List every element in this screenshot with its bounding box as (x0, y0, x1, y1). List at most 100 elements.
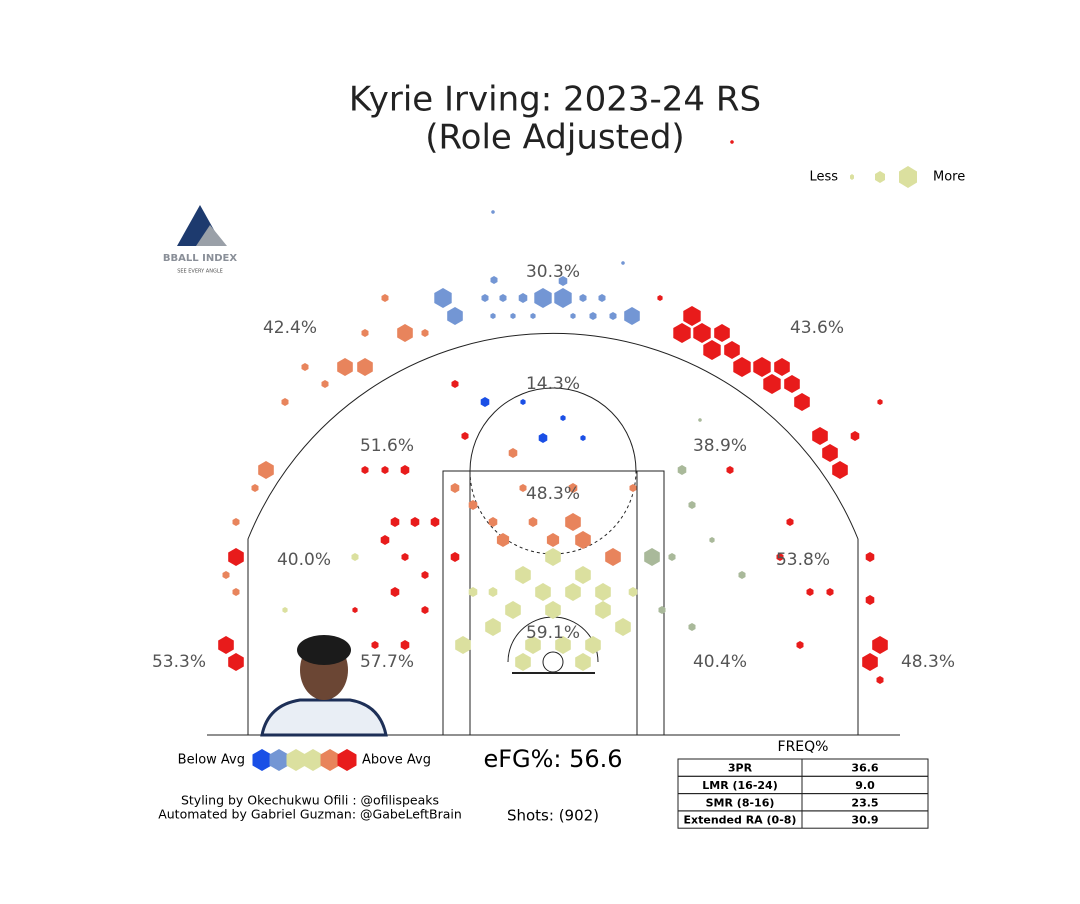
title: Kyrie Irving: 2023-24 RS (349, 80, 761, 120)
shot-hex (677, 465, 687, 475)
credit: Styling by Okechukwu Ofili : @ofilispeak… (181, 793, 439, 808)
size-legend-less: Less (809, 170, 838, 185)
subtitle: (Role Adjusted) (425, 118, 684, 158)
shot-hex (430, 517, 440, 527)
color-legend-hex (337, 749, 357, 771)
color-legend-hex (303, 749, 323, 771)
shot-hex (657, 295, 663, 301)
shot-hex (488, 587, 498, 597)
shot-hex (357, 358, 373, 376)
shot-hex (872, 636, 888, 654)
shot-hex (763, 374, 781, 394)
shot-hex (698, 418, 702, 422)
shot-hex (560, 415, 566, 421)
shot-hex (361, 329, 369, 337)
shot-hex (832, 461, 848, 479)
color-legend-hex (320, 749, 340, 771)
shot-hex (794, 393, 810, 411)
shot-hex (490, 276, 498, 284)
zone-label: 40.0% (277, 550, 331, 570)
shot-hex (390, 517, 400, 527)
color-legend (252, 749, 357, 771)
zone-label: 51.6% (360, 436, 414, 456)
shot-hex (468, 500, 478, 510)
hoop (542, 651, 564, 673)
shot-hex (228, 653, 244, 671)
color-legend-hex (252, 749, 272, 771)
zone-label: 43.6% (790, 318, 844, 338)
table-row (677, 758, 929, 777)
shot-hex (668, 553, 676, 561)
logo-name: BBALL INDEX (163, 253, 237, 264)
size-hex (850, 174, 854, 180)
shot-hex (421, 329, 429, 337)
three-point-line (247, 332, 859, 735)
shot-hex (510, 313, 516, 319)
zone-label: 53.8% (776, 550, 830, 570)
size-hex (875, 171, 885, 183)
shot-hex (400, 465, 410, 475)
shot-hex (410, 517, 420, 527)
table-cell: 23.5 (851, 796, 878, 809)
shot-hex (615, 618, 631, 636)
shot-hex (876, 676, 884, 684)
shot-hex (554, 288, 572, 308)
shot-hex (421, 571, 429, 579)
shot-hex (232, 518, 240, 526)
shot-hex (585, 636, 601, 654)
table-cell: SMR (8-16) (706, 796, 775, 809)
shot-hex (724, 341, 740, 359)
shot-hex (381, 294, 389, 302)
shot-hex (658, 606, 666, 614)
shot-hex (496, 533, 510, 547)
table-cell: Extended RA (0-8) (684, 814, 797, 827)
zone-label: 38.9% (693, 436, 747, 456)
shot-hex (461, 432, 469, 440)
shot-hex (568, 483, 578, 493)
zone-label: 59.1% (526, 623, 580, 643)
shot-hex (351, 553, 359, 561)
freq-table: 3PR 36.6 LMR (16-24) 9.0 SMR (8-16) 23.5 Exten… (677, 758, 929, 829)
shot-hex (826, 588, 834, 596)
table-cell: 36.6 (851, 762, 878, 775)
shot-hex (545, 601, 561, 619)
table-cell: 9.0 (855, 779, 875, 792)
shot-hex (595, 601, 611, 619)
color-legend-hex (269, 749, 289, 771)
shot-hex (218, 636, 234, 654)
shot-hex (534, 288, 552, 308)
hex-layer (218, 140, 888, 684)
shot-hex (530, 313, 536, 319)
table-cell: LMR (16-24) (702, 779, 778, 792)
zone-label: 14.3% (526, 374, 580, 394)
shot-hex (850, 431, 860, 441)
table-title: FREQ% (778, 739, 829, 755)
shot-hex (434, 288, 452, 308)
shot-hex (535, 583, 551, 601)
shot-hex (421, 606, 429, 614)
shot-hex (538, 433, 548, 443)
shot-hex (515, 566, 531, 584)
shot-hex (515, 653, 531, 671)
shot-hex (490, 313, 496, 319)
shot-hex (381, 466, 389, 474)
ft-circle (469, 387, 637, 472)
color-legend-below: Below Avg (178, 753, 245, 768)
table-cell: 3PR (728, 762, 753, 775)
shot-hex (282, 607, 288, 613)
shot-hex (703, 340, 721, 360)
shot-hex (806, 588, 814, 596)
shot-hex (400, 640, 410, 650)
shot-hex (401, 553, 409, 561)
logo-mark (196, 225, 227, 246)
size-legend-more: More (933, 170, 965, 185)
shot-hex (480, 397, 490, 407)
shot-hex (579, 294, 587, 302)
zone-label: 53.3% (152, 652, 206, 672)
shot-hex (361, 466, 369, 474)
shot-hex (468, 587, 478, 597)
color-legend-hex (286, 749, 306, 771)
shot-hex (222, 571, 230, 579)
shot-hex (714, 324, 730, 342)
